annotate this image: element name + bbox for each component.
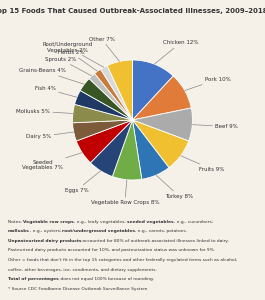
Text: Other = foods that don’t fit in the top 15 categories and other federally regula: Other = foods that don’t fit in the top …: [8, 258, 237, 262]
Wedge shape: [95, 69, 132, 120]
Wedge shape: [74, 91, 132, 120]
Text: Chicken 12%: Chicken 12%: [154, 40, 198, 64]
Text: Root/Underground
Vegetables 2%: Root/Underground Vegetables 2%: [43, 42, 104, 67]
Text: Pork 10%: Pork 10%: [185, 77, 230, 91]
Text: Vegetable row crops: Vegetable row crops: [23, 220, 74, 224]
Wedge shape: [132, 120, 189, 168]
Wedge shape: [132, 108, 192, 141]
Text: Vegetable Row Crops 8%: Vegetable Row Crops 8%: [91, 180, 159, 205]
Wedge shape: [132, 120, 169, 179]
Text: coffee, other beverages, ice, condiments, and dietary supplements.: coffee, other beverages, ice, condiments…: [8, 268, 157, 272]
Text: Herbs 2%: Herbs 2%: [58, 50, 98, 71]
Text: mollusks: mollusks: [8, 230, 30, 233]
Text: Other 7%: Other 7%: [89, 37, 120, 62]
Wedge shape: [132, 60, 173, 120]
Wedge shape: [73, 104, 132, 123]
Text: * Source CDC Foodborne Disease Outbreak Surveillance System: * Source CDC Foodborne Disease Outbreak …: [8, 287, 147, 291]
Text: , e.g., leafy vegetables;: , e.g., leafy vegetables;: [74, 220, 127, 224]
Text: Fruits 9%: Fruits 9%: [181, 156, 224, 172]
Wedge shape: [101, 66, 132, 120]
Text: , e.g., carrots, potatoes.: , e.g., carrots, potatoes.: [135, 230, 187, 233]
Wedge shape: [80, 79, 132, 120]
Text: seeded vegetables: seeded vegetables: [127, 220, 174, 224]
Wedge shape: [112, 120, 142, 180]
Text: Mollusks 5%: Mollusks 5%: [16, 109, 73, 113]
Text: accounted for 80% of outbreak-associated illnesses linked to dairy.: accounted for 80% of outbreak-associated…: [81, 239, 229, 243]
Text: Unpasteurized dairy products: Unpasteurized dairy products: [8, 239, 81, 243]
Wedge shape: [89, 74, 132, 120]
Text: Pasteurized dairy products accounted for 10%, and pasteurization status was unkn: Pasteurized dairy products accounted for…: [8, 248, 215, 253]
Text: Dairy 5%: Dairy 5%: [26, 132, 74, 139]
Text: Total of percentages: Total of percentages: [8, 277, 59, 281]
Text: Seeded
Vegetables 7%: Seeded Vegetables 7%: [22, 153, 82, 170]
Text: Sprouts 2%: Sprouts 2%: [45, 57, 92, 76]
Wedge shape: [107, 60, 132, 120]
Text: root/underground vegetables: root/underground vegetables: [63, 230, 135, 233]
Text: Top 15 Foods That Caused Outbreak-Associated Illnesses, 2009–2018*: Top 15 Foods That Caused Outbreak-Associ…: [0, 8, 265, 14]
Wedge shape: [90, 120, 132, 176]
Text: , e.g., cucumbers;: , e.g., cucumbers;: [174, 220, 213, 224]
Text: does not equal 100% because of rounding.: does not equal 100% because of rounding.: [59, 277, 154, 281]
Wedge shape: [132, 76, 191, 120]
Text: Beef 9%: Beef 9%: [192, 124, 238, 129]
Text: Grains-Beans 4%: Grains-Beans 4%: [19, 68, 84, 84]
Wedge shape: [73, 120, 132, 141]
Text: Turkey 8%: Turkey 8%: [156, 175, 193, 199]
Text: , e.g., oysters;: , e.g., oysters;: [30, 230, 63, 233]
Text: Notes:: Notes:: [8, 220, 23, 224]
Text: Fish 4%: Fish 4%: [35, 86, 77, 97]
Wedge shape: [76, 120, 132, 163]
Text: Eggs 7%: Eggs 7%: [65, 171, 101, 193]
